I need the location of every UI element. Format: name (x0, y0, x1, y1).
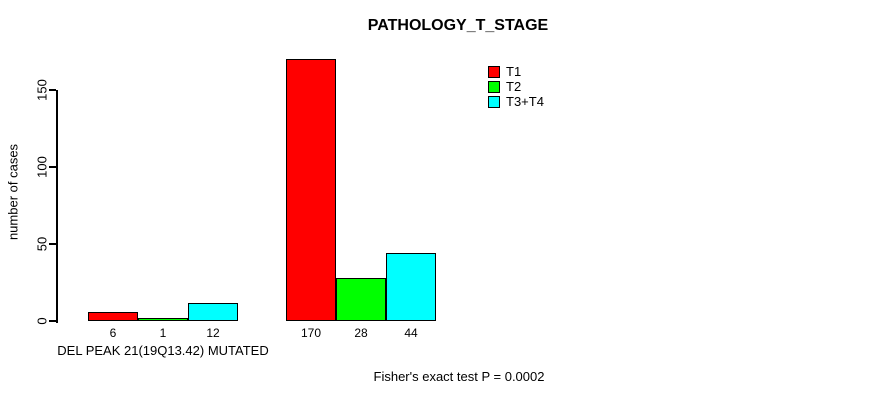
legend-label-t1: T1 (506, 64, 522, 79)
legend-item-t3t4: T3+T4 (488, 94, 544, 109)
legend-item-t1: T1 (488, 64, 544, 79)
legend-label-t2: T2 (506, 79, 522, 94)
bar-t3+t4-group1 (188, 302, 238, 321)
bar-t1-group1 (88, 311, 138, 321)
y-tick-label: 150 (34, 79, 50, 101)
bar-value-label: 1 (159, 326, 167, 340)
y-axis-line (56, 90, 58, 323)
legend-swatch-t3t4 (488, 95, 500, 108)
bar-t1-group2 (286, 59, 336, 321)
bar-t3+t4-group2 (386, 253, 436, 321)
y-tick-mark (49, 320, 56, 322)
y-tick-label: 0 (34, 317, 50, 325)
y-tick-label: 100 (34, 156, 50, 178)
legend-item-t2: T2 (488, 79, 544, 94)
bar-t2-group1 (138, 318, 188, 321)
legend-swatch-t1 (488, 65, 500, 78)
bar-value-label: 12 (206, 326, 220, 340)
bar-value-label: 6 (109, 326, 117, 340)
footer-stat-note: Fisher's exact test P = 0.0002 (373, 369, 545, 384)
bar-value-label: 44 (404, 326, 418, 340)
chart-title: PATHOLOGY_T_STAGE (367, 17, 549, 34)
y-tick-label: 50 (34, 236, 50, 252)
bar-value-label: 170 (300, 326, 322, 340)
y-tick-mark (49, 243, 56, 245)
bar-t2-group2 (336, 277, 386, 321)
legend-label-t3t4: T3+T4 (506, 94, 544, 109)
bar-value-label: 28 (354, 326, 368, 340)
y-tick-mark (49, 166, 56, 168)
legend: T1 T2 T3+T4 (488, 64, 544, 109)
x-axis-label: DEL PEAK 21(19Q13.42) MUTATED (57, 343, 269, 358)
y-tick-mark (49, 89, 56, 91)
legend-swatch-t2 (488, 80, 500, 93)
